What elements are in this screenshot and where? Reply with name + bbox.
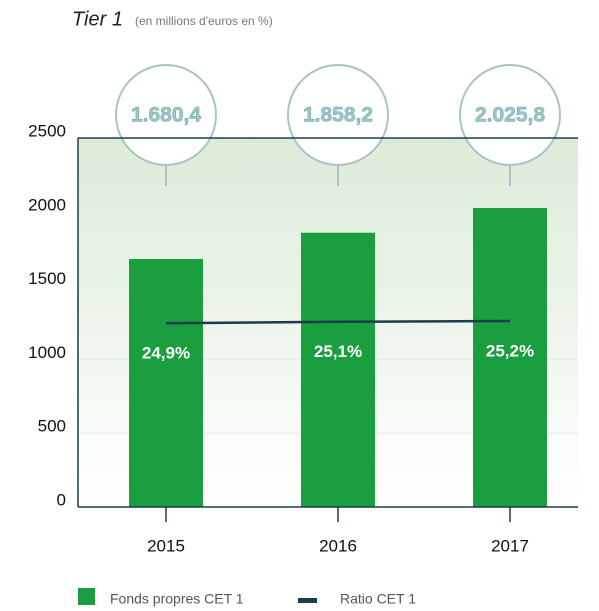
x-tick-label: 2015 [147,536,185,555]
legend-label: Ratio CET 1 [340,591,416,607]
ratio-line [165,319,511,325]
chart-subtitle: (en millions d'euros en %) [135,14,273,28]
bar-value-label: 1.680,4 [131,104,201,127]
value-bubble [459,64,561,166]
y-tick-label: 0 [57,490,66,509]
chart-title: Tier 1 [72,8,123,30]
x-tick-label: 2017 [491,536,529,555]
value-bubble [287,64,389,166]
y-tick-label: 2500 [28,121,66,140]
legend-swatch [78,588,95,605]
y-tick-label: 500 [38,417,66,436]
bar [473,207,547,507]
bar [129,258,203,507]
legend: Fonds propres CET 1 Ratio CET 1 [78,588,416,607]
y-tick-label: 2000 [28,195,66,214]
legend-swatch [298,598,317,603]
x-tick-label: 2016 [319,536,357,555]
bar-value-label: 1.858,2 [303,104,373,127]
y-tick-label: 1500 [28,269,66,288]
bar [301,232,375,507]
marks: 2015 2016 2017 1.680,4 1.858,2 2.025,8 24,9% 25… [115,64,561,555]
legend-label: Fonds propres CET 1 [110,591,244,607]
line-value-label: 24,9% [142,344,190,363]
y-tick-label: 1000 [28,343,66,362]
line-value-label: 25,2% [486,342,534,361]
bar-value-label: 2.025,8 [475,104,545,127]
line-value-label: 25,1% [314,342,362,361]
value-bubble [115,64,217,166]
